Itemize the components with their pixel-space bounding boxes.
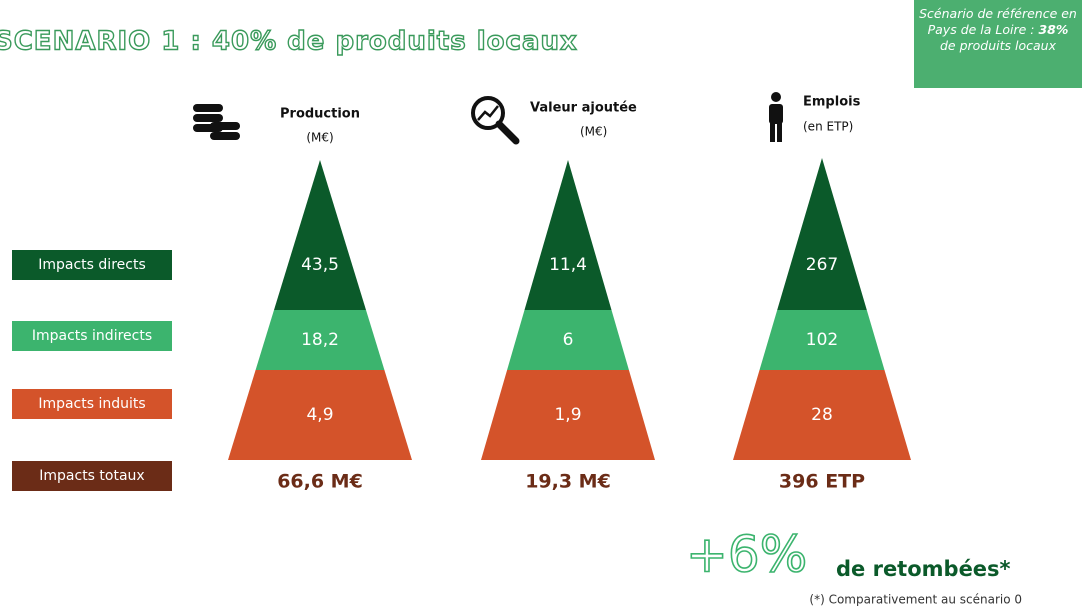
footer-note: (*) Comparativement au scénario 0 (809, 593, 1022, 607)
legend-box (12, 389, 172, 419)
footer-big: +6% (686, 526, 807, 584)
reference-text: Scénario de référence en Pays de la Loir… (918, 6, 1078, 54)
footer-text: de retombées* (836, 557, 1011, 581)
segment-value: 6 (563, 330, 574, 350)
legend-box (12, 461, 172, 491)
legend-label: Impacts directs (38, 257, 145, 273)
segment-value: 1,9 (554, 405, 581, 425)
pyramid-segment (759, 310, 885, 370)
title: SCENARIO 1 : 40% de produits locaux (0, 27, 578, 57)
column-unit: (en ETP) (803, 120, 853, 134)
pyramid-segment (524, 160, 612, 310)
segment-value: 4,9 (306, 405, 333, 425)
reference-holder: Scénario de référence en Pays de la Loir… (918, 6, 1078, 54)
column-label: Valeur ajoutée (530, 101, 637, 116)
column-total: 19,3 M€ (525, 471, 611, 493)
pyramid-segment (733, 370, 911, 460)
segment-value: 18,2 (301, 330, 339, 350)
pyramid-segment (228, 370, 412, 460)
segment-value: 102 (806, 330, 838, 350)
person-icon (769, 92, 783, 142)
segment-value: 43,5 (301, 255, 339, 275)
segment-value: 267 (806, 255, 838, 275)
reference-before: Scénario de référence en Pays de la Loir… (919, 6, 1077, 37)
pyramid-segment (255, 310, 385, 370)
coins-icon (193, 104, 240, 140)
reference-box (914, 0, 1082, 88)
magnifier-icon (471, 96, 520, 145)
segment-value: 28 (811, 405, 833, 425)
column-unit: (M€) (306, 131, 333, 145)
pyramid-segment (274, 160, 366, 310)
reference-after: de produits locaux (939, 38, 1056, 53)
column-unit: (M€) (580, 125, 607, 139)
legend-label: Impacts totaux (39, 468, 144, 484)
column-label: Production (280, 107, 360, 122)
icons (193, 92, 783, 145)
legend-label: Impacts indirects (32, 328, 152, 344)
column-total: 66,6 M€ (277, 471, 363, 493)
column-label: Emplois (803, 95, 861, 110)
pyramid-segment (507, 310, 629, 370)
pyramid-segment (777, 158, 867, 310)
segment-value: 11,4 (549, 255, 587, 275)
pyramid-segment (481, 370, 655, 460)
column-total: 396 ETP (779, 471, 865, 493)
reference-highlight: 38% (1038, 22, 1069, 37)
legend-box (12, 321, 172, 351)
legend-box (12, 250, 172, 280)
legend-label: Impacts induits (38, 396, 145, 412)
